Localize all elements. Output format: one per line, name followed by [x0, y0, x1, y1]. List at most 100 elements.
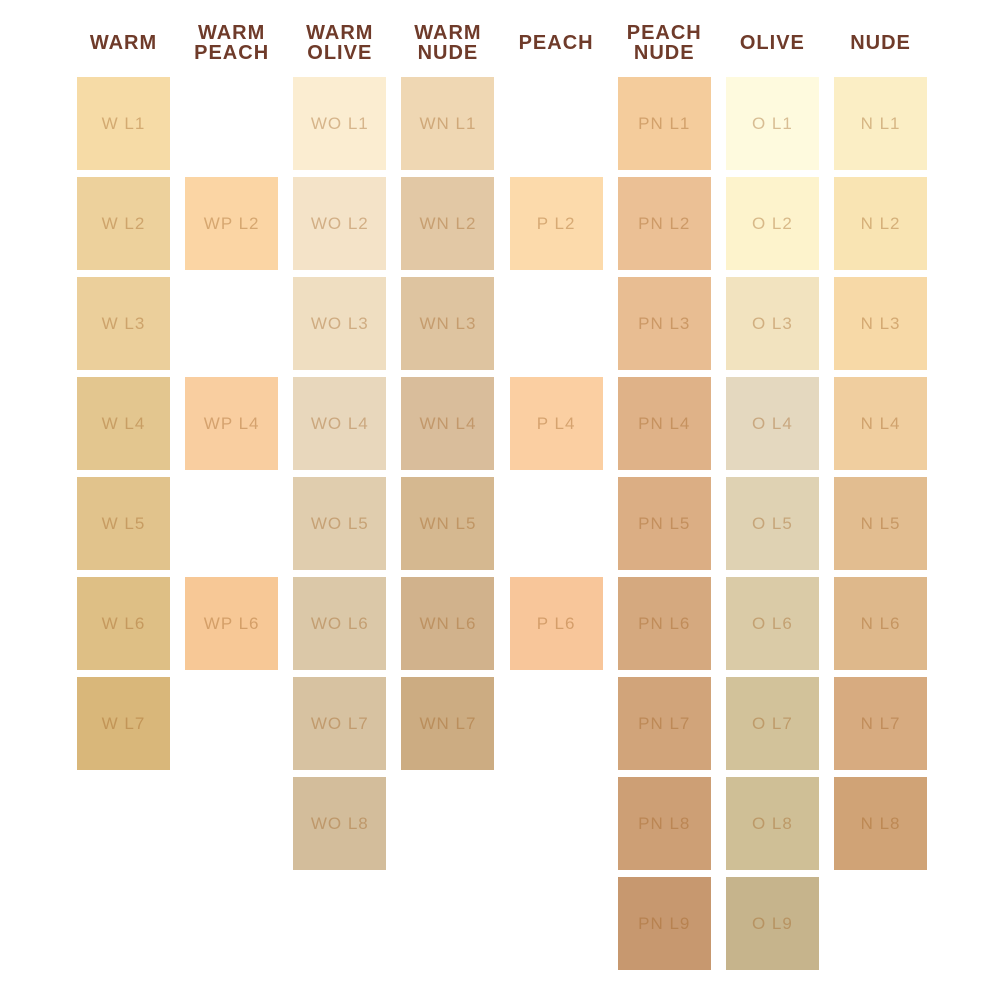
swatch-w-l3[interactable]: W L3 — [77, 277, 170, 370]
swatch-wo-l2[interactable]: WO L2 — [293, 177, 387, 270]
swatch-label: PN L3 — [638, 313, 691, 333]
swatch-label: PN L2 — [638, 213, 691, 233]
swatch-o-l7[interactable]: O L7 — [725, 677, 819, 770]
swatch-pn-l2[interactable]: PN L2 — [617, 177, 711, 270]
swatch-n-l1[interactable]: N L1 — [834, 77, 928, 170]
swatch-label: O L1 — [751, 113, 793, 133]
swatch-wn-l7[interactable]: WN L7 — [401, 677, 495, 770]
swatch-n-l5[interactable]: N L5 — [834, 477, 928, 570]
swatch-o-l3[interactable]: O L3 — [725, 277, 819, 370]
swatch-w-l1[interactable]: W L1 — [77, 77, 170, 170]
swatch-p-l6[interactable]: P L6 — [509, 577, 603, 670]
swatch-pn-l5[interactable]: PN L5 — [617, 477, 711, 570]
swatch-pn-l9[interactable]: PN L9 — [617, 877, 711, 970]
swatch-o-l1[interactable]: O L1 — [725, 77, 819, 170]
swatch-label: WO L6 — [310, 613, 369, 633]
swatch-n-l6[interactable]: N L6 — [834, 577, 928, 670]
swatch-label: N L4 — [860, 413, 901, 433]
swatch-wp-l6[interactable]: WP L6 — [185, 577, 279, 670]
swatch-label: P L4 — [536, 413, 576, 433]
swatch-label: WN L2 — [419, 213, 477, 233]
swatch-wo-l6[interactable]: WO L6 — [293, 577, 387, 670]
swatch-wn-l3[interactable]: WN L3 — [401, 277, 495, 370]
swatch-w-l6[interactable]: W L6 — [77, 577, 170, 670]
swatch-label: WO L1 — [310, 113, 369, 133]
swatch-o-l4[interactable]: O L4 — [725, 377, 819, 470]
swatch-label: WN L5 — [419, 513, 477, 533]
swatch-wn-l1[interactable]: WN L1 — [401, 77, 495, 170]
column-header-line: WARM — [306, 22, 374, 44]
column-header-peach: PEACH — [494, 0, 618, 77]
swatch-label: WO L4 — [310, 413, 369, 433]
swatch-o-l9[interactable]: O L9 — [725, 877, 819, 970]
swatch-label: WO L7 — [310, 713, 369, 733]
swatch-w-l4[interactable]: W L4 — [77, 377, 170, 470]
swatch-label: WO L3 — [310, 313, 369, 333]
swatch-o-l2[interactable]: O L2 — [725, 177, 819, 270]
swatch-wo-l8[interactable]: WO L8 — [293, 777, 387, 870]
swatch-pn-l3[interactable]: PN L3 — [617, 277, 711, 370]
swatch-pn-l4[interactable]: PN L4 — [617, 377, 711, 470]
column-header-warm-peach: WARM PEACH — [170, 0, 294, 77]
swatch-label: WN L7 — [419, 713, 477, 733]
swatch-pn-l1[interactable]: PN L1 — [617, 77, 711, 170]
swatch-pn-l6[interactable]: PN L6 — [617, 577, 711, 670]
column-header-warm-olive: WARM OLIVE — [278, 0, 402, 77]
swatch-wp-l2[interactable]: WP L2 — [185, 177, 279, 270]
swatch-n-l2[interactable]: N L2 — [834, 177, 928, 270]
swatch-label: O L9 — [751, 913, 793, 933]
swatch-wo-l4[interactable]: WO L4 — [293, 377, 387, 470]
swatch-p-l2[interactable]: P L2 — [509, 177, 603, 270]
swatch-label: WP L4 — [203, 413, 260, 433]
swatch-label: N L6 — [860, 613, 901, 633]
swatch-wn-l2[interactable]: WN L2 — [401, 177, 495, 270]
swatch-label: PN L6 — [638, 613, 691, 633]
swatch-wp-l4[interactable]: WP L4 — [185, 377, 279, 470]
swatch-label: N L7 — [860, 713, 901, 733]
swatch-w-l5[interactable]: W L5 — [77, 477, 170, 570]
swatch-label: W L5 — [101, 513, 146, 533]
column-header-line: NUDE — [417, 42, 479, 64]
swatch-label: PN L8 — [638, 813, 691, 833]
swatch-wn-l6[interactable]: WN L6 — [401, 577, 495, 670]
swatch-wo-l1[interactable]: WO L1 — [293, 77, 387, 170]
swatch-label: PN L4 — [638, 413, 691, 433]
swatch-n-l4[interactable]: N L4 — [834, 377, 928, 470]
swatch-pn-l8[interactable]: PN L8 — [617, 777, 711, 870]
swatch-p-l4[interactable]: P L4 — [509, 377, 603, 470]
swatch-w-l2[interactable]: W L2 — [77, 177, 170, 270]
swatch-label: WN L1 — [419, 113, 477, 133]
swatch-wo-l5[interactable]: WO L5 — [293, 477, 387, 570]
swatch-o-l5[interactable]: O L5 — [725, 477, 819, 570]
swatch-n-l3[interactable]: N L3 — [834, 277, 928, 370]
swatch-label: PN L5 — [638, 513, 691, 533]
swatch-label: W L4 — [101, 413, 146, 433]
swatch-w-l7[interactable]: W L7 — [77, 677, 170, 770]
column-header-line: WARM — [89, 32, 158, 54]
column-header-peach-nude: PEACH NUDE — [602, 0, 726, 77]
swatch-wn-l5[interactable]: WN L5 — [401, 477, 495, 570]
swatch-label: WO L8 — [310, 813, 369, 833]
swatch-pn-l7[interactable]: PN L7 — [617, 677, 711, 770]
column-header-warm: WARM — [62, 0, 186, 77]
swatch-wo-l7[interactable]: WO L7 — [293, 677, 387, 770]
column-header-line: PEACH — [518, 32, 594, 54]
swatch-o-l6[interactable]: O L6 — [725, 577, 819, 670]
swatch-label: PN L9 — [638, 913, 691, 933]
column-header-line: NUDE — [850, 32, 911, 54]
swatch-label: WO L2 — [310, 213, 369, 233]
swatch-n-l8[interactable]: N L8 — [834, 777, 928, 870]
swatch-wo-l3[interactable]: WO L3 — [293, 277, 387, 370]
swatch-label: WN L6 — [419, 613, 477, 633]
swatch-label: O L5 — [751, 513, 793, 533]
swatch-label: N L2 — [860, 213, 901, 233]
swatch-label: WO L5 — [310, 513, 369, 533]
swatch-o-l8[interactable]: O L8 — [725, 777, 819, 870]
swatch-label: O L3 — [751, 313, 793, 333]
column-header-nude: NUDE — [819, 0, 943, 77]
swatch-label: WN L3 — [419, 313, 477, 333]
swatch-n-l7[interactable]: N L7 — [834, 677, 928, 770]
swatch-wn-l4[interactable]: WN L4 — [401, 377, 495, 470]
swatch-label: O L2 — [751, 213, 793, 233]
swatch-label: W L1 — [101, 113, 146, 133]
